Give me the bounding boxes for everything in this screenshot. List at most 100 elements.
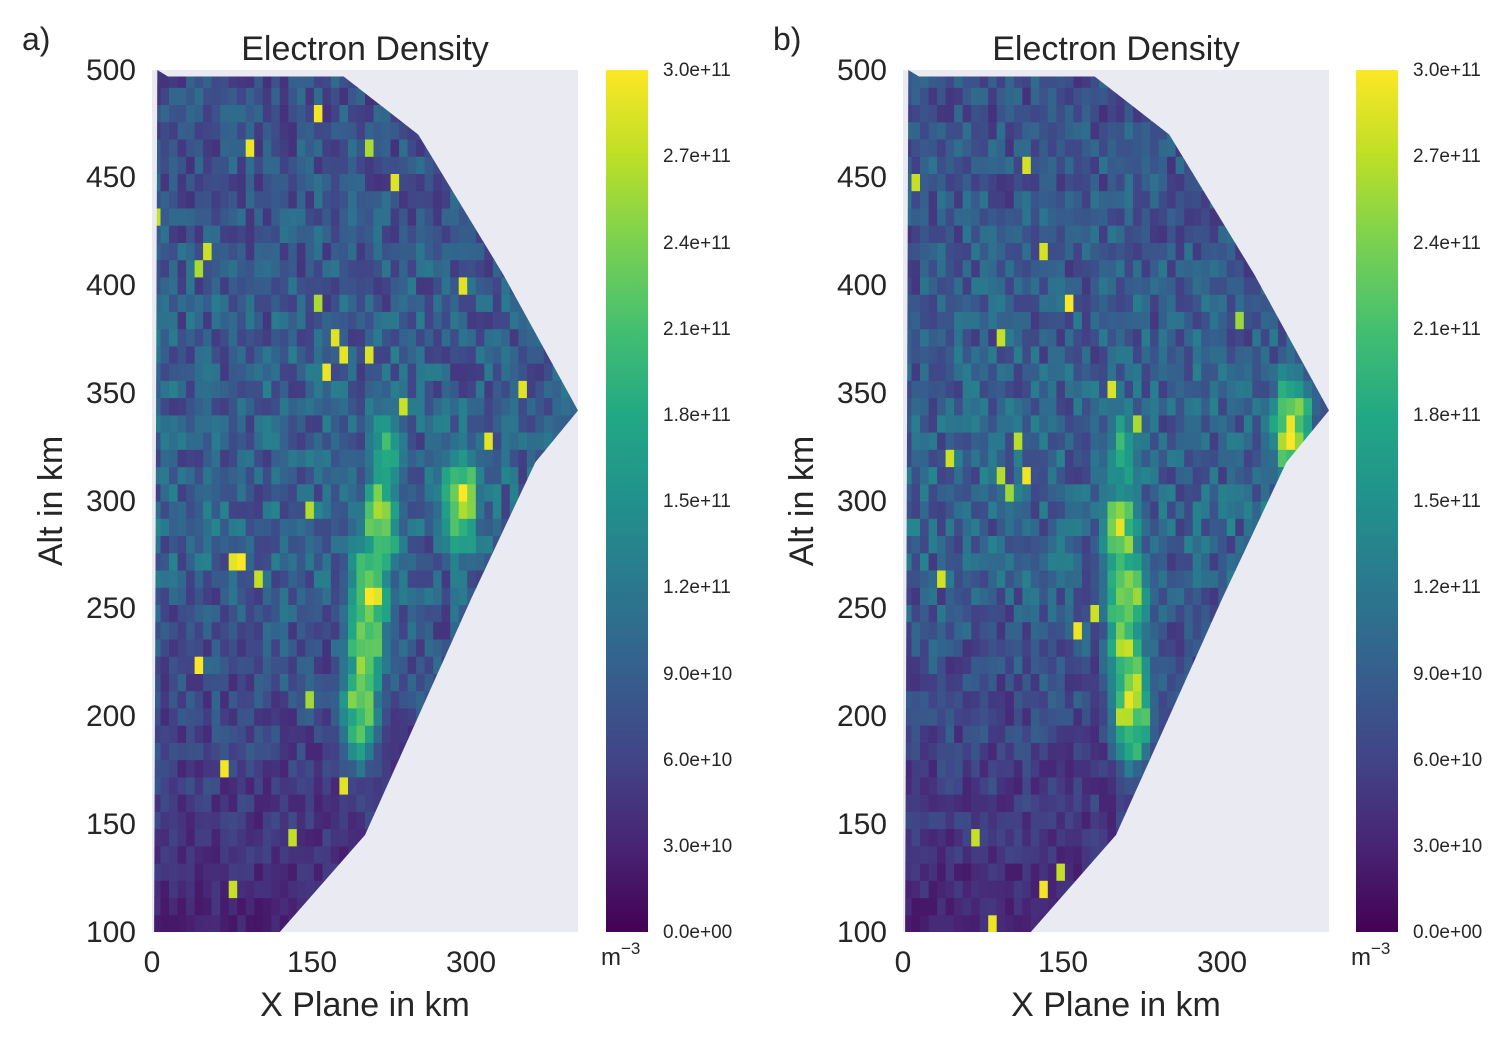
heatmap-cell [441,535,451,554]
heatmap-cell [1124,121,1134,140]
heatmap-cell [928,501,938,519]
heatmap-cell [920,776,930,795]
heatmap-cell [1005,880,1015,899]
heatmap-cell [1167,414,1177,433]
heatmap-cell [979,604,989,623]
heatmap-cell [1150,363,1160,381]
heatmap-cell [467,570,477,588]
heatmap-cell [424,380,434,399]
heatmap-cell [1047,345,1057,364]
heatmap-cell [1124,432,1134,450]
heatmap-cell [928,845,938,864]
heatmap-cell [271,104,281,123]
heatmap-cell [348,225,358,243]
heatmap-cell [1150,638,1160,657]
heatmap-cell [177,759,187,778]
heatmap-cell [330,483,340,502]
heatmap-cell [954,501,964,519]
heatmap-cell [1133,139,1143,157]
heatmap-cell [1167,363,1177,381]
heatmap-cell [1243,345,1253,364]
heatmap-cell [154,501,162,519]
heatmap-cell [1286,414,1296,433]
heatmap-cell [279,638,289,657]
heatmap-cell [228,518,238,536]
heatmap-cell [945,656,955,674]
heatmap-cell [1022,121,1032,140]
heatmap-cell [937,259,947,278]
heatmap-cell [1209,207,1219,226]
heatmap-cell [154,742,162,761]
heatmap-cell [501,311,511,330]
heatmap-cell [937,845,947,864]
heatmap-cell [154,242,162,261]
heatmap-cell [979,811,989,830]
heatmap-cell [971,259,981,278]
heatmap-cell [262,190,272,209]
heatmap-cell [962,725,972,743]
heatmap-cell [458,449,468,468]
heatmap-cell [399,311,409,330]
heatmap-cell [194,897,204,916]
heatmap-cell [1022,190,1032,209]
heatmap-cell [1090,276,1100,295]
heatmap-cell [1175,535,1185,554]
y-tick-label: 100 [86,916,136,949]
heatmap-cell [390,190,400,209]
heatmap-cell [160,863,170,881]
heatmap-cell [1099,294,1109,312]
heatmap-cell [971,121,981,140]
heatmap-cell [1158,501,1168,519]
heatmap-cell [271,535,281,554]
heatmap-cell [450,552,460,571]
heatmap-cell [962,449,972,468]
heatmap-cell [262,173,272,192]
heatmap-cell [1184,311,1194,330]
heatmap-cell [1099,156,1109,174]
heatmap-cell [1090,121,1100,140]
heatmap-cell [211,397,221,416]
heatmap-cell [254,397,264,416]
heatmap-cell [271,276,281,295]
heatmap-cell [203,828,213,847]
heatmap-cell [1277,380,1287,399]
heatmap-cell [962,104,972,123]
heatmap-cell [382,449,392,468]
heatmap-cell [1141,673,1151,692]
heatmap-cell [339,311,349,330]
heatmap-cell [339,604,349,623]
heatmap-cell [348,690,358,709]
heatmap-cell [305,380,315,399]
heatmap-cell [237,104,247,123]
heatmap-cell [424,173,434,192]
heatmap-cell [262,794,272,812]
heatmap-cell [988,570,998,588]
x-tick-label: 300 [446,946,496,979]
heatmap-cell [458,432,468,450]
heatmap-cell [962,328,972,347]
heatmap-cell [169,380,179,399]
heatmap-cell [194,638,204,657]
heatmap-cell [330,638,340,657]
heatmap-cell [203,276,213,295]
heatmap-cell [1116,759,1126,778]
heatmap-cell [1133,104,1143,123]
heatmap-cell [1252,276,1262,295]
heatmap-cell [1107,397,1117,416]
heatmap-cell [305,225,315,243]
heatmap-cell [1150,328,1160,347]
heatmap-cell [1073,845,1083,864]
heatmap-cell [407,518,417,536]
heatmap-cell [945,225,955,243]
heatmap-cell [1235,535,1245,554]
heatmap-cell [1269,414,1279,433]
heatmap-cell [979,466,989,485]
heatmap-cell [262,621,272,640]
heatmap-cell [543,414,553,433]
heatmap-cell [177,501,187,519]
heatmap-cell [313,552,323,571]
heatmap-cell [348,294,358,312]
heatmap-cell [945,794,955,812]
heatmap-cell [1201,518,1211,536]
heatmap-cell [1047,828,1057,847]
